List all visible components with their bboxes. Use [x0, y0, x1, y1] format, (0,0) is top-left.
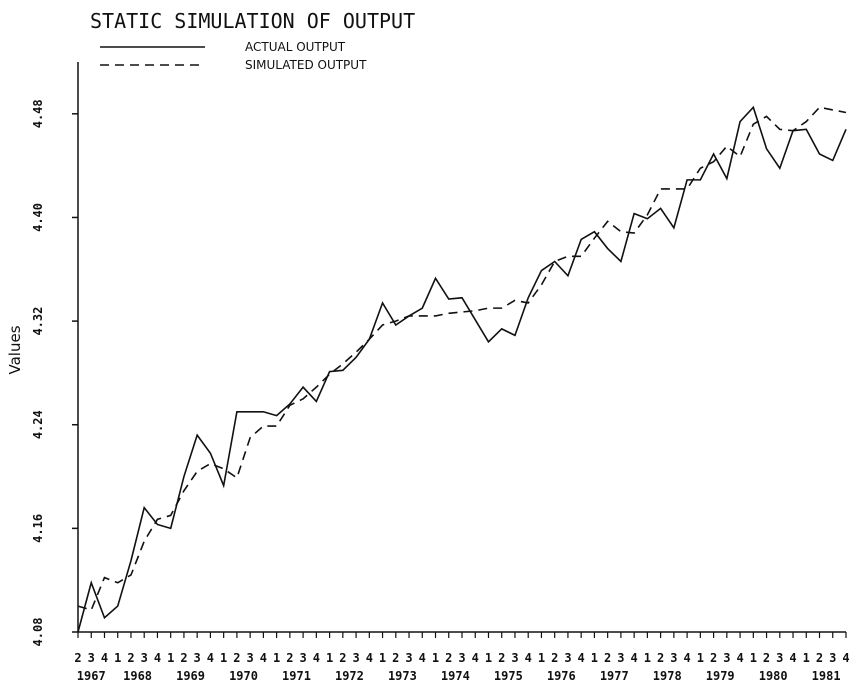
x-tick-label: 4: [525, 651, 532, 665]
y-axis-label: Values: [6, 325, 24, 374]
x-tick-label: 1: [538, 651, 545, 665]
x-tick-label: 2: [180, 651, 187, 665]
x-tick-label: 2: [604, 651, 611, 665]
x-tick-label: 4: [736, 651, 743, 665]
y-tick-label: 4.16: [31, 514, 45, 543]
x-tick-label: 3: [299, 651, 306, 665]
x-tick-label: 2: [710, 651, 717, 665]
x-tick-label: 1: [644, 651, 651, 665]
x-tick-label: 4: [472, 651, 479, 665]
x-tick-label: 3: [352, 651, 359, 665]
x-tick-label: 2: [286, 651, 293, 665]
year-label: 1972: [335, 669, 364, 683]
x-tick-label: 3: [564, 651, 571, 665]
x-tick-label: 2: [74, 651, 81, 665]
year-label: 1975: [494, 669, 523, 683]
y-tick-label: 4.32: [31, 307, 45, 336]
y-tick-label: 4.24: [31, 410, 45, 439]
x-tick-label: 3: [88, 651, 95, 665]
year-label: 1980: [759, 669, 788, 683]
year-label: 1981: [812, 669, 841, 683]
series-line: [77, 106, 847, 611]
x-tick-label: 1: [114, 651, 121, 665]
x-tick-label: 1: [167, 651, 174, 665]
year-label: 1979: [706, 669, 735, 683]
x-tick-label: 4: [207, 651, 214, 665]
x-tick-label: 2: [551, 651, 558, 665]
x-tick-label: 2: [339, 651, 346, 665]
year-label: 1969: [176, 669, 205, 683]
year-label: 1977: [600, 669, 629, 683]
x-tick-label: 3: [247, 651, 254, 665]
chart-title: STATIC SIMULATION OF OUTPUT: [90, 9, 415, 33]
x-tick-label: 3: [405, 651, 412, 665]
x-tick-label: 4: [260, 651, 267, 665]
year-label: 1978: [653, 669, 682, 683]
x-tick-label: 1: [750, 651, 757, 665]
x-tick-label: 4: [419, 651, 426, 665]
x-tick-label: 4: [842, 651, 849, 665]
x-tick-label: 4: [578, 651, 585, 665]
y-tick-label: 4.48: [31, 99, 45, 128]
x-tick-label: 3: [511, 651, 518, 665]
legend-label: ACTUAL OUTPUT: [245, 40, 346, 54]
x-tick-label: 4: [366, 651, 373, 665]
x-tick-label: 2: [498, 651, 505, 665]
year-label: 1973: [388, 669, 417, 683]
x-tick-label: 1: [697, 651, 704, 665]
x-tick-label: 3: [194, 651, 201, 665]
x-tick-label: 1: [273, 651, 280, 665]
year-label: 1976: [547, 669, 576, 683]
x-tick-label: 1: [326, 651, 333, 665]
x-tick-label: 2: [392, 651, 399, 665]
year-label: 1971: [282, 669, 311, 683]
x-tick-label: 4: [154, 651, 161, 665]
x-tick-label: 1: [379, 651, 386, 665]
x-tick-label: 2: [127, 651, 134, 665]
x-tick-label: 2: [816, 651, 823, 665]
x-tick-label: 1: [220, 651, 227, 665]
year-label: 1968: [123, 669, 152, 683]
x-tick-label: 2: [233, 651, 240, 665]
x-tick-label: 1: [432, 651, 439, 665]
year-label: 1974: [441, 669, 470, 683]
x-tick-label: 1: [485, 651, 492, 665]
x-tick-label: 3: [617, 651, 624, 665]
x-tick-label: 4: [631, 651, 638, 665]
x-tick-label: 2: [445, 651, 452, 665]
year-label: 1967: [77, 669, 106, 683]
x-tick-label: 4: [683, 651, 690, 665]
x-tick-label: 3: [141, 651, 148, 665]
year-label: 1970: [229, 669, 258, 683]
legend-label: SIMULATED OUTPUT: [245, 58, 367, 72]
x-tick-label: 2: [763, 651, 770, 665]
x-tick-label: 3: [670, 651, 677, 665]
x-tick-label: 1: [803, 651, 810, 665]
x-tick-label: 2: [657, 651, 664, 665]
x-tick-label: 4: [313, 651, 320, 665]
x-tick-label: 4: [789, 651, 796, 665]
y-tick-label: 4.08: [31, 618, 45, 647]
x-tick-label: 3: [776, 651, 783, 665]
x-tick-label: 1: [591, 651, 598, 665]
x-tick-label: 4: [101, 651, 108, 665]
series-line: [77, 105, 847, 633]
x-tick-label: 3: [829, 651, 836, 665]
x-tick-label: 3: [723, 651, 730, 665]
x-tick-label: 3: [458, 651, 465, 665]
y-tick-label: 4.40: [31, 203, 45, 232]
